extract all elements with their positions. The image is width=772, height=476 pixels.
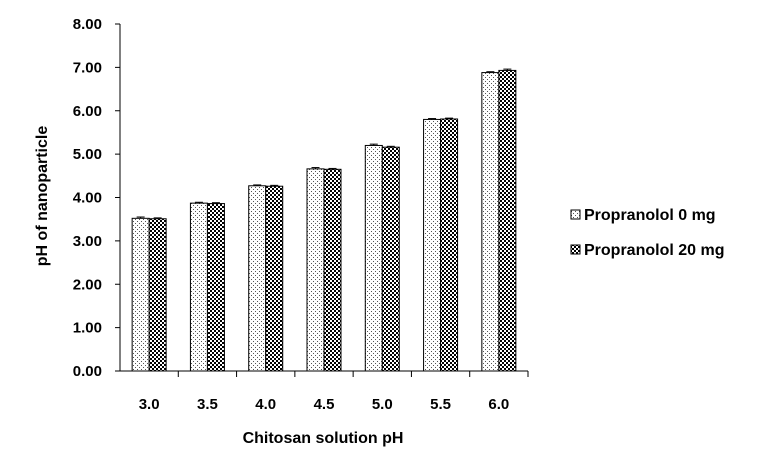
x-axis-ticks: 3.0 3.5 4.0 4.5 5.0 5.5 6.0 (139, 371, 529, 413)
y-tick-label: 3.00 (73, 233, 102, 250)
y-axis-ticks: 0.00 1.00 2.00 3.00 4.00 5.00 6.00 7.00 8.00 (73, 16, 120, 380)
legend: Propranolol 0 mg Propranolol 20 mg (570, 207, 724, 259)
bar-series-1-cat-1 (189, 202, 208, 372)
x-tick-label: 5.0 (372, 396, 393, 413)
y-tick-label: 2.00 (73, 276, 102, 293)
x-tick-label: 3.5 (197, 396, 218, 413)
y-axis-title: pH of nanoparticle (34, 126, 51, 267)
bar-series-2-cat-0 (148, 218, 167, 372)
bar-series-1-cat-5 (423, 118, 442, 372)
legend-swatch-1 (570, 209, 581, 220)
y-tick-label: 7.00 (73, 59, 102, 76)
x-tick-label: 3.0 (139, 396, 160, 413)
legend-label-2: Propranolol 20 mg (584, 242, 724, 259)
y-tick-label: 8.00 (73, 16, 102, 33)
legend-swatch-2 (570, 244, 581, 255)
bar-series-2-cat-5 (440, 118, 459, 372)
bar-series-2-cat-3 (323, 168, 342, 372)
bars (131, 68, 517, 372)
bar-series-1-cat-6 (481, 72, 500, 372)
y-tick-label: 4.00 (73, 190, 102, 207)
legend-label-1: Propranolol 0 mg (584, 207, 716, 224)
bar-series-1-cat-2 (248, 185, 267, 372)
x-tick-label: 4.5 (314, 396, 335, 413)
bar-series-1-cat-0 (131, 217, 150, 372)
bar-series-2-cat-6 (498, 69, 517, 372)
bar-series-2-cat-2 (265, 185, 284, 372)
x-tick-label: 6.0 (488, 396, 509, 413)
bar-series-1-cat-4 (364, 144, 383, 372)
bar-series-2-cat-4 (381, 146, 400, 372)
bar-series-1-cat-3 (306, 168, 325, 372)
bar-series-2-cat-1 (206, 203, 225, 372)
x-axis-title: Chitosan solution pH (243, 430, 404, 447)
x-tick-label: 5.5 (430, 396, 451, 413)
y-tick-label: 0.00 (73, 363, 102, 380)
y-tick-label: 6.00 (73, 103, 102, 120)
y-tick-label: 1.00 (73, 320, 102, 337)
y-tick-label: 5.00 (73, 146, 102, 163)
x-tick-label: 4.0 (255, 396, 276, 413)
